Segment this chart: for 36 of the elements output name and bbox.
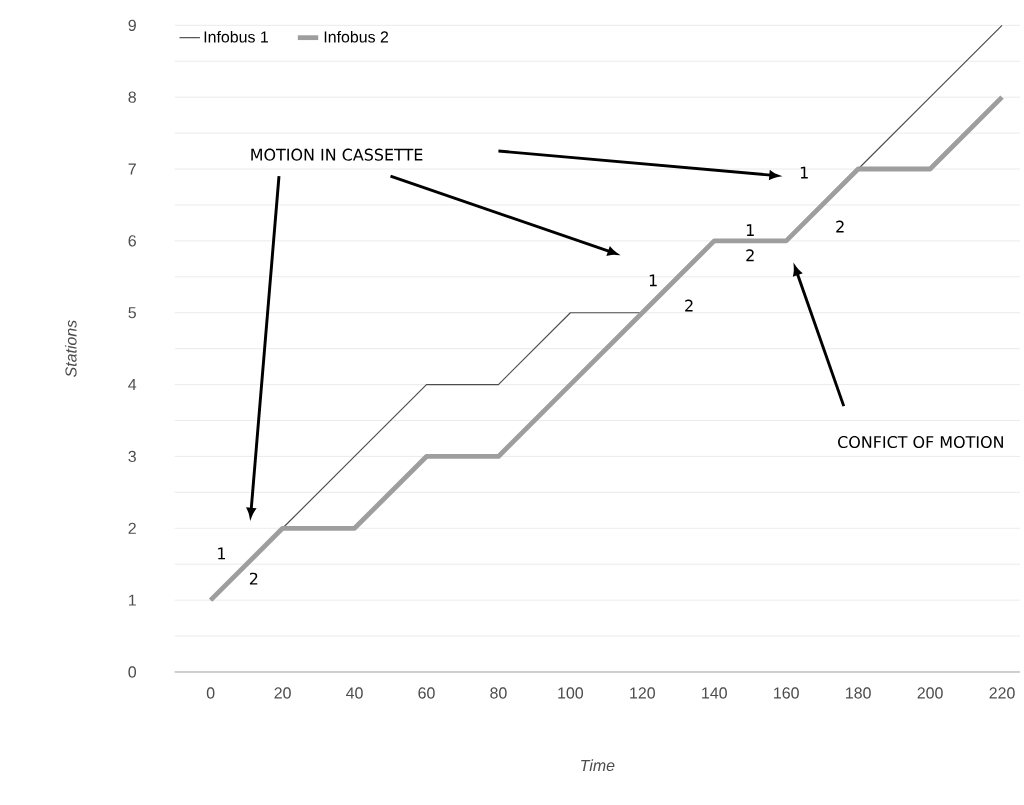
x-tick-label: 180 [846, 687, 871, 699]
annotation: 1 [746, 224, 754, 236]
x-tick-label: 200 [917, 687, 943, 699]
y-tick-label: 4 [128, 378, 137, 390]
y-tick-label: 5 [128, 307, 136, 319]
annotation: CONFICT OF MOTION [838, 435, 1003, 448]
x-tick-label: 160 [774, 687, 799, 699]
annotation: 1 [218, 547, 226, 560]
x-tick-label: 140 [702, 687, 727, 699]
annotation: 1 [649, 274, 657, 287]
y-tick-label: 9 [128, 19, 136, 31]
y-tick-label: 7 [128, 163, 136, 175]
legend-label: Infobus 1 [204, 30, 268, 43]
x-axis-title: Time [581, 759, 615, 771]
y-tick-label: 1 [128, 594, 136, 606]
x-tick-label: 80 [490, 687, 507, 699]
y-tick-label: 3 [128, 450, 136, 462]
annotation: 2 [685, 299, 693, 312]
x-tick-label: 0 [206, 687, 215, 699]
x-tick-label: 100 [558, 687, 584, 699]
y-tick-label: 0 [128, 666, 137, 678]
annotation: 1 [800, 166, 808, 179]
x-tick-label: 20 [274, 687, 291, 699]
x-tick-label: 60 [418, 687, 435, 699]
annotation: MOTION IN CASSETTE [251, 148, 423, 161]
y-tick-label: 6 [128, 235, 136, 247]
annotation: 2 [836, 220, 844, 233]
y-tick-label: 2 [128, 522, 136, 534]
annotation: 2 [249, 572, 258, 585]
annotation: 2 [746, 249, 754, 261]
x-tick-label: 120 [630, 687, 655, 699]
x-tick-label: 220 [989, 687, 1015, 699]
y-axis-title: Stations [64, 320, 77, 377]
legend-label: Infobus 2 [324, 30, 389, 43]
y-tick-label: 8 [128, 91, 136, 103]
x-tick-label: 40 [346, 687, 363, 699]
